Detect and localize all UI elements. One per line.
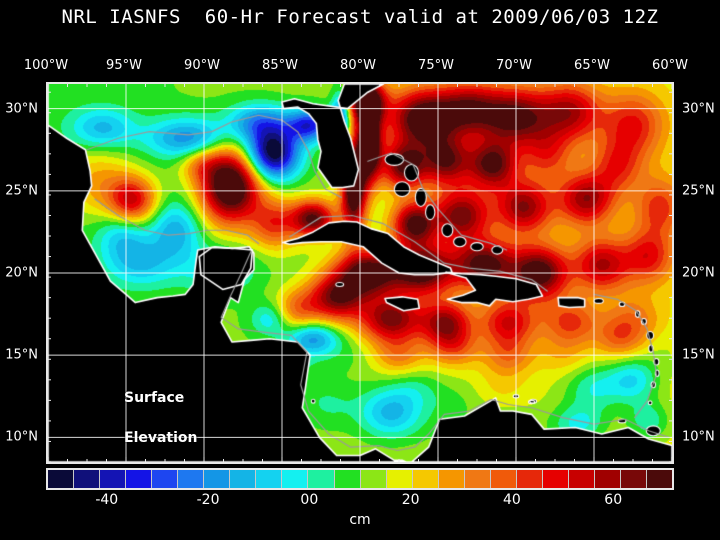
lat-tick-label-right-4: 10°N (682, 429, 715, 445)
colorbar-unit-label: cm (349, 512, 371, 528)
colorbar-swatch-9 (282, 470, 309, 488)
colorbar-swatch-8 (256, 470, 283, 488)
lon-tick-label-1: 95°W (106, 58, 142, 73)
colorbar-tick-4: 40 (503, 492, 521, 508)
colorbar-swatch-20 (568, 470, 595, 488)
colorbar-swatch-23 (647, 470, 673, 488)
colorbar-swatch-3 (126, 470, 153, 488)
lat-tick-label-right-2: 20°N (682, 265, 715, 281)
colorbar-swatch-22 (621, 470, 648, 488)
colorbar-swatch-11 (334, 470, 361, 488)
colorbar-swatch-19 (542, 470, 569, 488)
colorbar-swatch-21 (594, 470, 622, 488)
colorbar-tick-labels: -40 -20 00 20 40 60 (46, 492, 674, 512)
latitude-axis-labels-right: 30°N 25°N 20°N 15°N 10°N (678, 82, 720, 464)
colorbar-swatches (46, 468, 674, 490)
latitude-axis-labels-left: 30°N 25°N 20°N 15°N 10°N (0, 82, 42, 464)
colorbar-swatch-15 (438, 470, 465, 488)
lat-tick-label-left-4: 10°N (5, 429, 38, 445)
colorbar-swatch-1 (74, 470, 101, 488)
colorbar-swatch-17 (490, 470, 517, 488)
lat-tick-label-right-1: 25°N (682, 183, 715, 199)
colorbar-swatch-5 (178, 470, 205, 488)
colorbar-swatch-10 (308, 470, 335, 488)
colorbar-tick-5: 60 (604, 492, 623, 508)
map-plot-area[interactable]: Surface Elevation (46, 82, 674, 464)
colorbar-swatch-0 (48, 470, 75, 488)
lon-tick-label-2: 90°W (184, 58, 220, 73)
lon-tick-label-0: 100°W (23, 58, 69, 73)
colorbar-swatch-6 (204, 470, 231, 488)
lat-tick-label-left-1: 25°N (5, 183, 38, 199)
lat-tick-label-right-3: 15°N (682, 347, 715, 363)
lat-tick-label-left-0: 30°N (5, 101, 38, 117)
annotation-line-1: Surface (124, 390, 185, 406)
colorbar-swatch-7 (230, 470, 257, 488)
colorbar-swatch-18 (516, 470, 543, 488)
colorbar-tick-3: 20 (401, 492, 420, 508)
colorbar-swatch-12 (360, 470, 387, 488)
colorbar-tick-2: 00 (300, 492, 319, 508)
lat-tick-label-left-2: 20°N (5, 265, 38, 281)
colorbar-swatch-16 (464, 470, 491, 488)
page-title: NRL IASNFS 60-Hr Forecast valid at 2009/… (61, 6, 659, 28)
colorbar-swatch-14 (412, 470, 439, 488)
longitude-axis-labels: 100°W 95°W 90°W 85°W 80°W 75°W 70°W 65°W 60°W (24, 58, 688, 76)
colorbar-tick-1: -20 (196, 492, 220, 508)
colorbar-swatch-4 (152, 470, 179, 488)
lon-tick-label-4: 80°W (340, 58, 376, 73)
colorbar-tick-0: -40 (95, 492, 119, 508)
lat-tick-label-left-3: 15°N (5, 347, 38, 363)
lon-tick-label-8: 60°W (652, 58, 688, 73)
lon-tick-label-3: 85°W (262, 58, 298, 73)
lon-tick-label-6: 70°W (496, 58, 532, 73)
colorbar[interactable] (46, 468, 674, 490)
colorbar-swatch-2 (100, 470, 127, 488)
lon-tick-label-7: 65°W (574, 58, 610, 73)
annotation-line-2: Elevation (124, 430, 198, 446)
lat-tick-label-right-0: 30°N (682, 101, 715, 117)
lon-tick-label-5: 75°W (418, 58, 454, 73)
colorbar-swatch-13 (386, 470, 413, 488)
